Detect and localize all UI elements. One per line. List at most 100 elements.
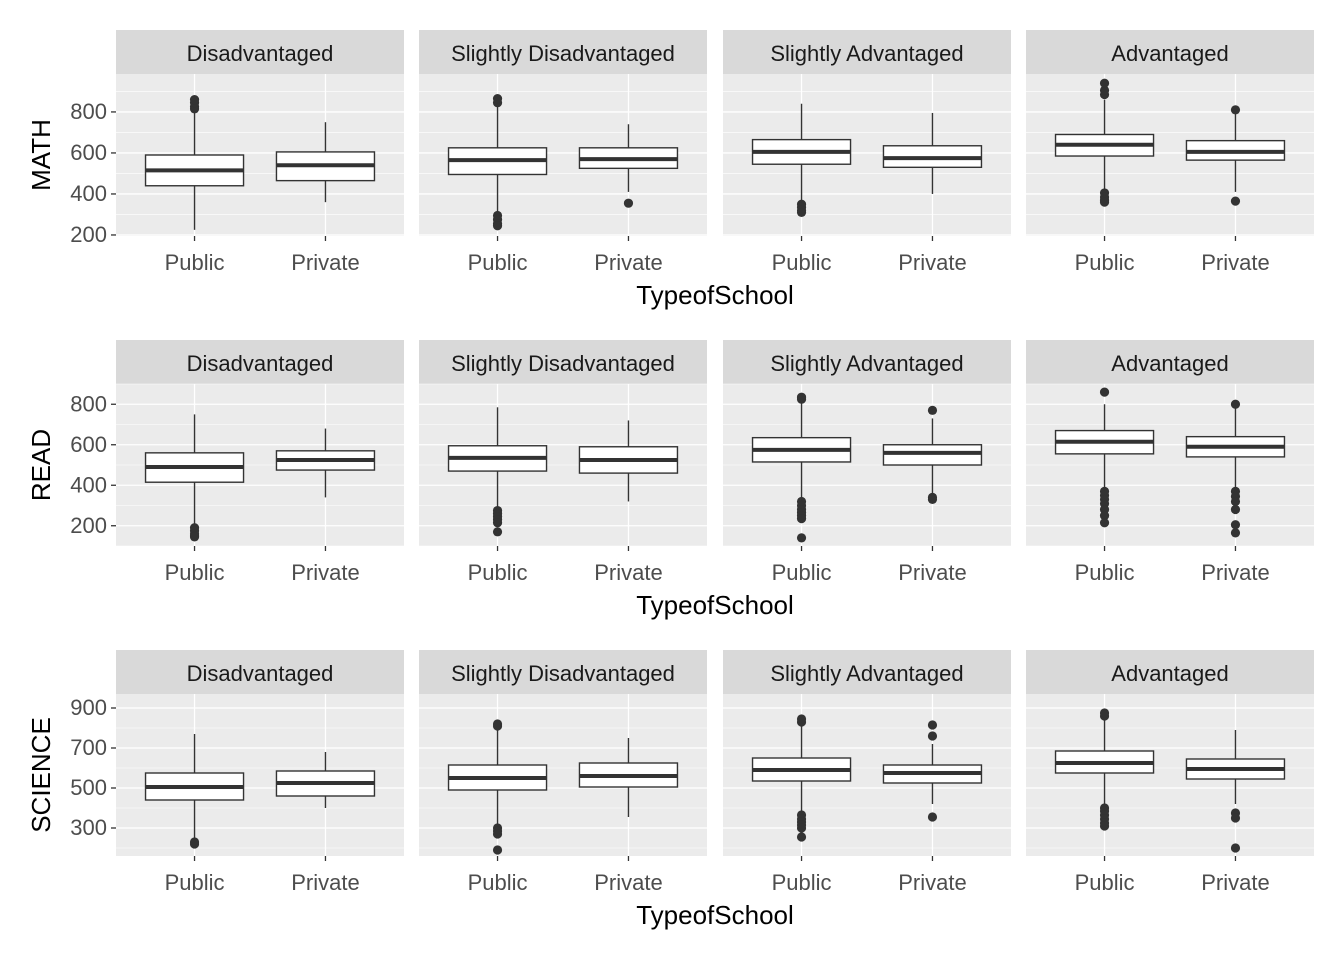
x-tick-label: Public <box>468 870 528 895</box>
outlier-point <box>1099 821 1110 831</box>
x-tick-label: Private <box>594 870 662 895</box>
facet-strip-label: Disadvantaged <box>187 351 334 376</box>
facet-panel: Slightly Advantaged Public Private <box>723 650 1011 895</box>
y-axis-title: SCIENCE <box>26 717 56 833</box>
y-tick-label: 600 <box>70 432 107 457</box>
facet-strip <box>419 650 707 694</box>
outlier-point <box>492 829 503 839</box>
facet-strip-label: Slightly Advantaged <box>770 351 963 376</box>
outlier-point <box>189 95 200 105</box>
y-tick-label: 400 <box>70 181 107 206</box>
outlier-point <box>796 207 807 218</box>
outlier-point <box>796 392 807 402</box>
y-tick-label: 300 <box>70 815 107 840</box>
x-axis-title: TypeofSchool <box>636 280 794 310</box>
outlier-point <box>189 532 200 542</box>
y-tick-label: 500 <box>70 775 107 800</box>
facet-strip <box>1026 30 1314 74</box>
x-tick-label: Private <box>594 560 662 585</box>
y-tick-label: 400 <box>70 472 107 497</box>
outlier-point <box>492 527 503 537</box>
facet-strip-label: Advantaged <box>1111 661 1228 686</box>
x-tick-label: Private <box>1201 870 1269 895</box>
y-tick-label: 200 <box>70 513 107 538</box>
outlier-point <box>1099 708 1110 718</box>
outlier-point <box>927 405 938 415</box>
outlier-point <box>1099 197 1110 207</box>
facet-strip <box>1026 650 1314 694</box>
outlier-point <box>189 839 200 849</box>
x-tick-label: Private <box>291 560 359 585</box>
facet-panel: Slightly Disadvantaged Public Private <box>419 340 707 585</box>
y-tick-label: 900 <box>70 695 107 720</box>
y-axis-title: MATH <box>26 119 56 191</box>
x-tick-label: Public <box>468 250 528 275</box>
facet-strip-label: Slightly Disadvantaged <box>451 41 675 66</box>
facet-panel: Advantaged Public Private <box>1026 340 1314 585</box>
x-tick-label: Public <box>772 870 832 895</box>
facet-panel: Slightly Disadvantaged Public Private <box>419 650 707 895</box>
outlier-point <box>1230 520 1241 530</box>
facet-panel: Disadvantaged Public Private <box>116 340 404 585</box>
facet-panel: Advantaged Public Private <box>1026 30 1314 275</box>
outlier-point <box>1230 105 1241 115</box>
facet-strip-label: Slightly Advantaged <box>770 41 963 66</box>
facet-panel: Advantaged Public Private <box>1026 650 1314 895</box>
outlier-point <box>1099 78 1110 88</box>
y-axis-title: READ <box>26 429 56 501</box>
facet-strip <box>1026 340 1314 384</box>
x-tick-label: Private <box>898 250 966 275</box>
y-tick-label: 800 <box>70 391 107 416</box>
outlier-point <box>927 812 938 822</box>
outlier-point <box>1099 518 1110 528</box>
y-tick-label: 800 <box>70 99 107 124</box>
x-axis-title: TypeofSchool <box>636 590 794 620</box>
x-tick-label: Private <box>1201 250 1269 275</box>
y-tick-label: 600 <box>70 140 107 165</box>
outlier-point <box>796 714 807 724</box>
x-tick-label: Private <box>1201 560 1269 585</box>
outlier-point <box>1230 399 1241 409</box>
outlier-point <box>927 731 938 741</box>
facet-strip-label: Slightly Disadvantaged <box>451 351 675 376</box>
facet-strip <box>419 30 707 74</box>
facet-panel: Slightly Disadvantaged Public Private <box>419 30 707 275</box>
outlier-point <box>492 518 503 528</box>
outlier-point <box>492 719 503 729</box>
facet-strip-label: Disadvantaged <box>187 661 334 686</box>
facet-strip <box>723 340 1011 384</box>
box-iqr <box>882 444 983 466</box>
outlier-point <box>1230 843 1241 853</box>
outlier-point <box>1230 813 1241 823</box>
facet-panel: Slightly Advantaged Public Private <box>723 340 1011 585</box>
outlier-point <box>796 832 807 842</box>
outlier-point <box>492 221 503 231</box>
facet-strip <box>116 340 404 384</box>
x-tick-label: Public <box>772 250 832 275</box>
outlier-point <box>796 823 807 833</box>
facet-strip-label: Slightly Disadvantaged <box>451 661 675 686</box>
x-tick-label: Private <box>898 560 966 585</box>
x-tick-label: Private <box>594 250 662 275</box>
facet-strip <box>419 340 707 384</box>
facet-panel: Slightly Advantaged Public Private <box>723 30 1011 275</box>
outlier-point <box>1230 504 1241 515</box>
facet-strip <box>723 650 1011 694</box>
facet-strip <box>723 30 1011 74</box>
facet-strip-label: Slightly Advantaged <box>770 661 963 686</box>
x-tick-label: Public <box>165 250 225 275</box>
facet-strip-label: Disadvantaged <box>187 41 334 66</box>
x-tick-label: Public <box>772 560 832 585</box>
outlier-point <box>1099 85 1110 96</box>
facet-panel: Disadvantaged Public Private <box>116 650 404 895</box>
y-tick-label: 700 <box>70 735 107 760</box>
outlier-point <box>1230 528 1241 538</box>
outlier-point <box>623 198 634 208</box>
outlier-point <box>1230 496 1241 507</box>
outlier-point <box>492 94 503 104</box>
outlier-point <box>1099 387 1110 397</box>
x-tick-label: Public <box>468 560 528 585</box>
facet-strip-label: Advantaged <box>1111 41 1228 66</box>
x-tick-label: Public <box>1075 870 1135 895</box>
